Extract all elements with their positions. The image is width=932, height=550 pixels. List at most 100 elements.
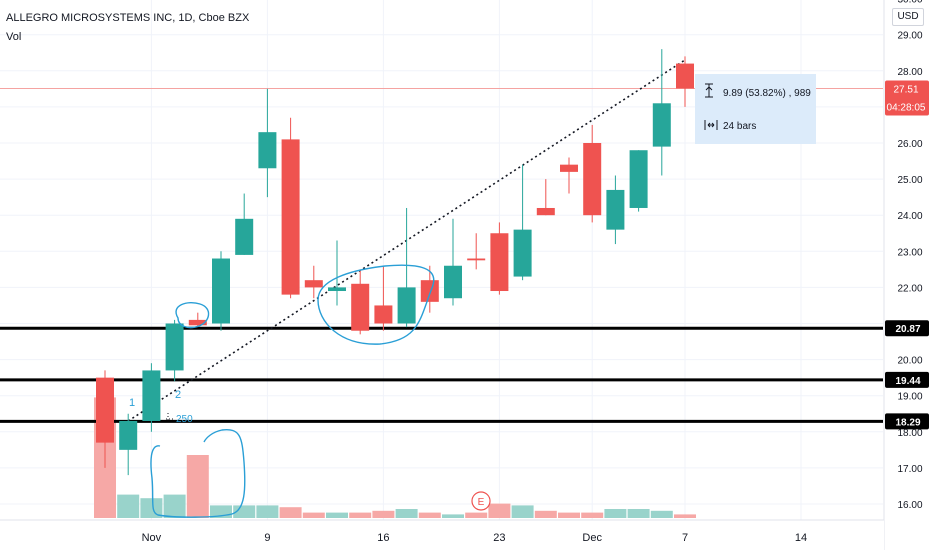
candle [351, 269, 370, 335]
price-tick-label: 20.00 [897, 356, 922, 367]
candle-body [676, 63, 694, 89]
candle-body [397, 287, 416, 324]
candle [397, 207, 416, 328]
price-tick-label: 24.00 [897, 211, 922, 222]
candle-body [606, 189, 625, 230]
candle-body [142, 370, 161, 421]
candle-body [467, 258, 486, 261]
volume-bar [604, 509, 627, 518]
time-axis[interactable]: Nov 9 16 23 Dec 7 14 [0, 519, 884, 550]
volume-bar [186, 455, 209, 518]
candle [560, 157, 578, 194]
candle [629, 150, 648, 212]
earnings-label: E [478, 497, 485, 508]
volume-bar [372, 510, 395, 518]
time-tick-label: 9 [264, 532, 270, 544]
volume-indicator-label[interactable]: Vol [6, 31, 22, 43]
volume-bar [163, 494, 186, 518]
candle [676, 56, 694, 107]
highlight-circle [317, 264, 435, 345]
level-price-label: 19.44 [895, 376, 920, 387]
volume-bar [674, 514, 696, 518]
candle [119, 413, 138, 476]
candle-body [490, 233, 509, 292]
candle-body [119, 420, 138, 450]
highlight-circle [175, 301, 210, 329]
price-tick-label: 30.00 [897, 0, 922, 6]
wave-label: 2 [175, 389, 181, 401]
price-tick-label: 23.00 [897, 247, 922, 258]
wave-label: 250 [176, 414, 193, 425]
last-price-label: 27.51 [893, 84, 918, 95]
candlestick-series [96, 49, 694, 476]
candle-body [374, 305, 393, 324]
candle [304, 265, 323, 299]
candle-body [420, 280, 439, 302]
candle-body [258, 132, 277, 169]
volume-bar [488, 503, 511, 518]
price-tick-label: 26.00 [897, 139, 922, 150]
currency-button[interactable]: USD [892, 8, 924, 26]
price-tick-label: 17.00 [897, 464, 922, 475]
volume-bar [558, 512, 580, 518]
candle [490, 222, 509, 295]
candle [374, 265, 393, 331]
candle [606, 175, 625, 245]
measure-bars: 24 bars [723, 121, 756, 132]
time-tick-label: 23 [493, 532, 505, 544]
volume-bar [256, 505, 279, 518]
candle-body [560, 164, 578, 172]
candle-body [212, 258, 230, 324]
level-price-label: 20.87 [895, 324, 920, 335]
measure-change: 9.89 (53.82%) , 989 [723, 88, 811, 99]
candle-body [328, 287, 346, 292]
candle [652, 49, 671, 176]
measure-tool[interactable]: 9.89 (53.82%) , 989 24 bars [695, 74, 816, 144]
candle [420, 265, 439, 313]
measure-anchor [166, 412, 174, 420]
volume-bar [418, 512, 441, 518]
volume-bar [140, 498, 163, 518]
bar-countdown-label: 04:28:05 [887, 102, 926, 113]
earnings-marker[interactable]: E [471, 491, 491, 511]
bars-range-icon [704, 120, 718, 130]
candle-body [629, 150, 648, 208]
level-price-tag [885, 371, 929, 388]
candle [165, 319, 184, 382]
candle [513, 164, 532, 281]
price-tick-label: 22.00 [897, 283, 922, 294]
level-price-label: 18.29 [895, 417, 920, 428]
candle [281, 117, 300, 299]
candle-body [652, 103, 671, 147]
candle [235, 193, 254, 255]
volume-bar [534, 510, 557, 518]
price-tick-label: 18.00 [897, 428, 922, 439]
candle-body [188, 319, 207, 326]
candle [536, 179, 555, 216]
candle-body [165, 323, 184, 371]
volume-bar [650, 510, 673, 518]
time-tick-label: 16 [377, 532, 389, 544]
candle [444, 218, 462, 306]
volume-bar [326, 512, 348, 518]
candle-body [304, 280, 323, 288]
volume-bar [349, 512, 372, 518]
candle-body [583, 143, 602, 216]
price-tick-label: 25.00 [897, 175, 922, 186]
candle-body [96, 377, 114, 443]
price-tick-label: 28.00 [897, 67, 922, 78]
candle-body [444, 265, 462, 299]
price-tick-label: 16.00 [897, 500, 922, 511]
candle [188, 312, 207, 328]
volume-bar [302, 512, 325, 518]
price-tick-label: 29.00 [897, 31, 922, 42]
time-tick-label: 14 [795, 532, 807, 544]
volume-bar [279, 507, 302, 518]
level-price-tag [885, 413, 929, 430]
candle-body [351, 283, 370, 331]
candle [583, 124, 602, 223]
time-axis-bg [0, 520, 884, 550]
time-tick-label: Dec [582, 532, 602, 544]
price-axis[interactable]: 16.0017.0018.0019.0020.0021.0022.0023.00… [883, 0, 932, 550]
